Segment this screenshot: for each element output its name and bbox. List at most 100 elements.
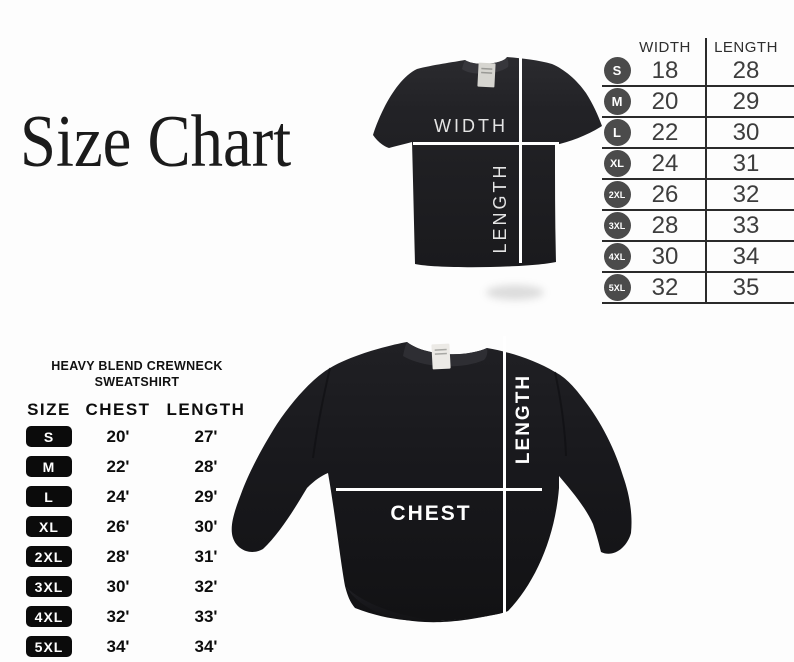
length-value: 30 [732,118,760,146]
table-body: S 18 28 M 20 29 L 22 30 XL [602,56,794,304]
chest-measure-line [336,488,542,491]
width-value: 18 [651,56,679,84]
size-badge: S [603,57,631,84]
length-value: 29 [732,87,760,115]
chest-label: CHEST [390,502,472,525]
chest-value: 32' [106,606,130,626]
chest-value: 22' [106,456,130,476]
table-row: 2XL 26 32 [602,180,794,211]
length-value: 31' [194,546,218,566]
chest-value: 20' [106,426,130,446]
table-row: XL 24 31 [602,149,794,180]
size-badge: XL [603,150,631,177]
table-row: 4XL 30 34 [602,242,794,273]
width-value: 28 [651,211,679,239]
length-value: 32 [732,180,760,208]
table-column-divider [705,38,707,304]
width-value: 26 [651,180,679,208]
size-column-header: SIZE [27,399,71,419]
length-value: 32' [194,576,218,596]
size-badge: XL [26,516,72,537]
width-value: 22 [651,118,679,146]
table-row: L 24' 29' [12,482,262,512]
width-value: 20 [651,87,679,115]
length-value: 28 [732,56,760,84]
table-header-row: SIZE CHEST LENGTH [12,398,262,422]
sweatshirt-table-title: HEAVY BLEND CREWNECK SWEATSHIRT [12,354,262,391]
size-badge: L [603,119,631,146]
table-row: 3XL 30' 32' [12,572,262,602]
size-badge: 2XL [26,546,72,567]
sweatshirt-shoulder-seam-left [312,367,331,459]
width-measure-line [413,142,559,145]
length-label: LENGTH [490,162,510,254]
table-row: 5XL 32 35 [602,273,794,304]
length-value: 33' [194,606,218,626]
sweatshirt-hem [345,586,508,623]
chest-value: 26' [106,516,130,536]
tshirt-body [373,57,602,268]
page-title: Size Chart [20,101,292,183]
length-value: 33 [732,211,760,239]
sweatshirt-diagram: CHEST LENGTH [225,328,645,662]
sweatshirt-size-table: HEAVY BLEND CREWNECK SWEATSHIRT SIZE CHE… [12,354,262,662]
tshirt-image [373,57,602,268]
table-row: L 22 30 [602,118,794,149]
width-value: 32 [651,273,679,301]
length-value: 34 [732,242,760,270]
length-measure-line [519,54,522,263]
size-badge: L [26,486,72,507]
sweatshirt-body [231,342,632,622]
title-line-2: SWEATSHIRT [94,375,180,390]
table-row: M 20 29 [602,87,794,118]
table-row: 4XL 32' 33' [12,602,262,632]
table-header-row: WIDTH LENGTH [602,38,794,56]
size-badge: M [603,88,631,115]
size-badge: 5XL [603,274,631,301]
width-label: WIDTH [434,116,508,136]
size-badge: S [26,426,72,447]
title-line-1: HEAVY BLEND CREWNECK [51,359,223,373]
table-row: M 22' 28' [12,452,262,482]
size-badge: 5XL [26,636,72,657]
tshirt-diagram: WIDTH LENGTH [358,38,608,310]
table-row: S 20' 27' [12,422,262,452]
length-label: LENGTH [513,373,534,465]
width-value: 30 [651,242,679,270]
chest-value: 30' [106,576,130,596]
length-value: 34' [194,636,218,656]
chest-value: 28' [106,546,130,566]
chest-value: 34' [106,636,130,656]
size-badge: 2XL [603,181,631,208]
size-badge: 3XL [603,212,631,239]
length-value: 35 [732,273,760,301]
table-row: 2XL 28' 31' [12,542,262,572]
length-column-header: LENGTH [166,399,246,419]
size-badge: M [26,456,72,477]
table-row: 5XL 34' 34' [12,632,262,662]
size-badge: 4XL [603,243,631,270]
chest-column-header: CHEST [85,399,151,419]
length-value: 29' [194,486,218,506]
table-row: 3XL 28 33 [602,211,794,242]
sweatshirt-shoulder-seam-right [554,371,567,457]
length-value: 27' [194,426,218,446]
size-badge: 4XL [26,606,72,627]
sweatshirt-image [231,342,632,623]
length-value: 31 [732,149,760,177]
width-column-header: WIDTH [639,38,691,56]
table-body: S 20' 27' M 22' 28' L 24' 29' XL [12,422,262,662]
tshirt-neck-tag [477,62,496,88]
table-row: XL 26' 30' [12,512,262,542]
chest-value: 24' [106,486,130,506]
table-row: S 18 28 [602,56,794,87]
size-badge: 3XL [26,576,72,597]
sweatshirt-neck-tag [431,343,451,370]
tshirt-size-table: WIDTH LENGTH S 18 28 M 20 29 L 22 [602,38,794,306]
length-measure-line [503,336,506,614]
length-column-header: LENGTH [714,38,778,56]
width-value: 24 [651,149,679,177]
length-value: 28' [194,456,218,476]
tshirt-shadow [486,285,544,300]
